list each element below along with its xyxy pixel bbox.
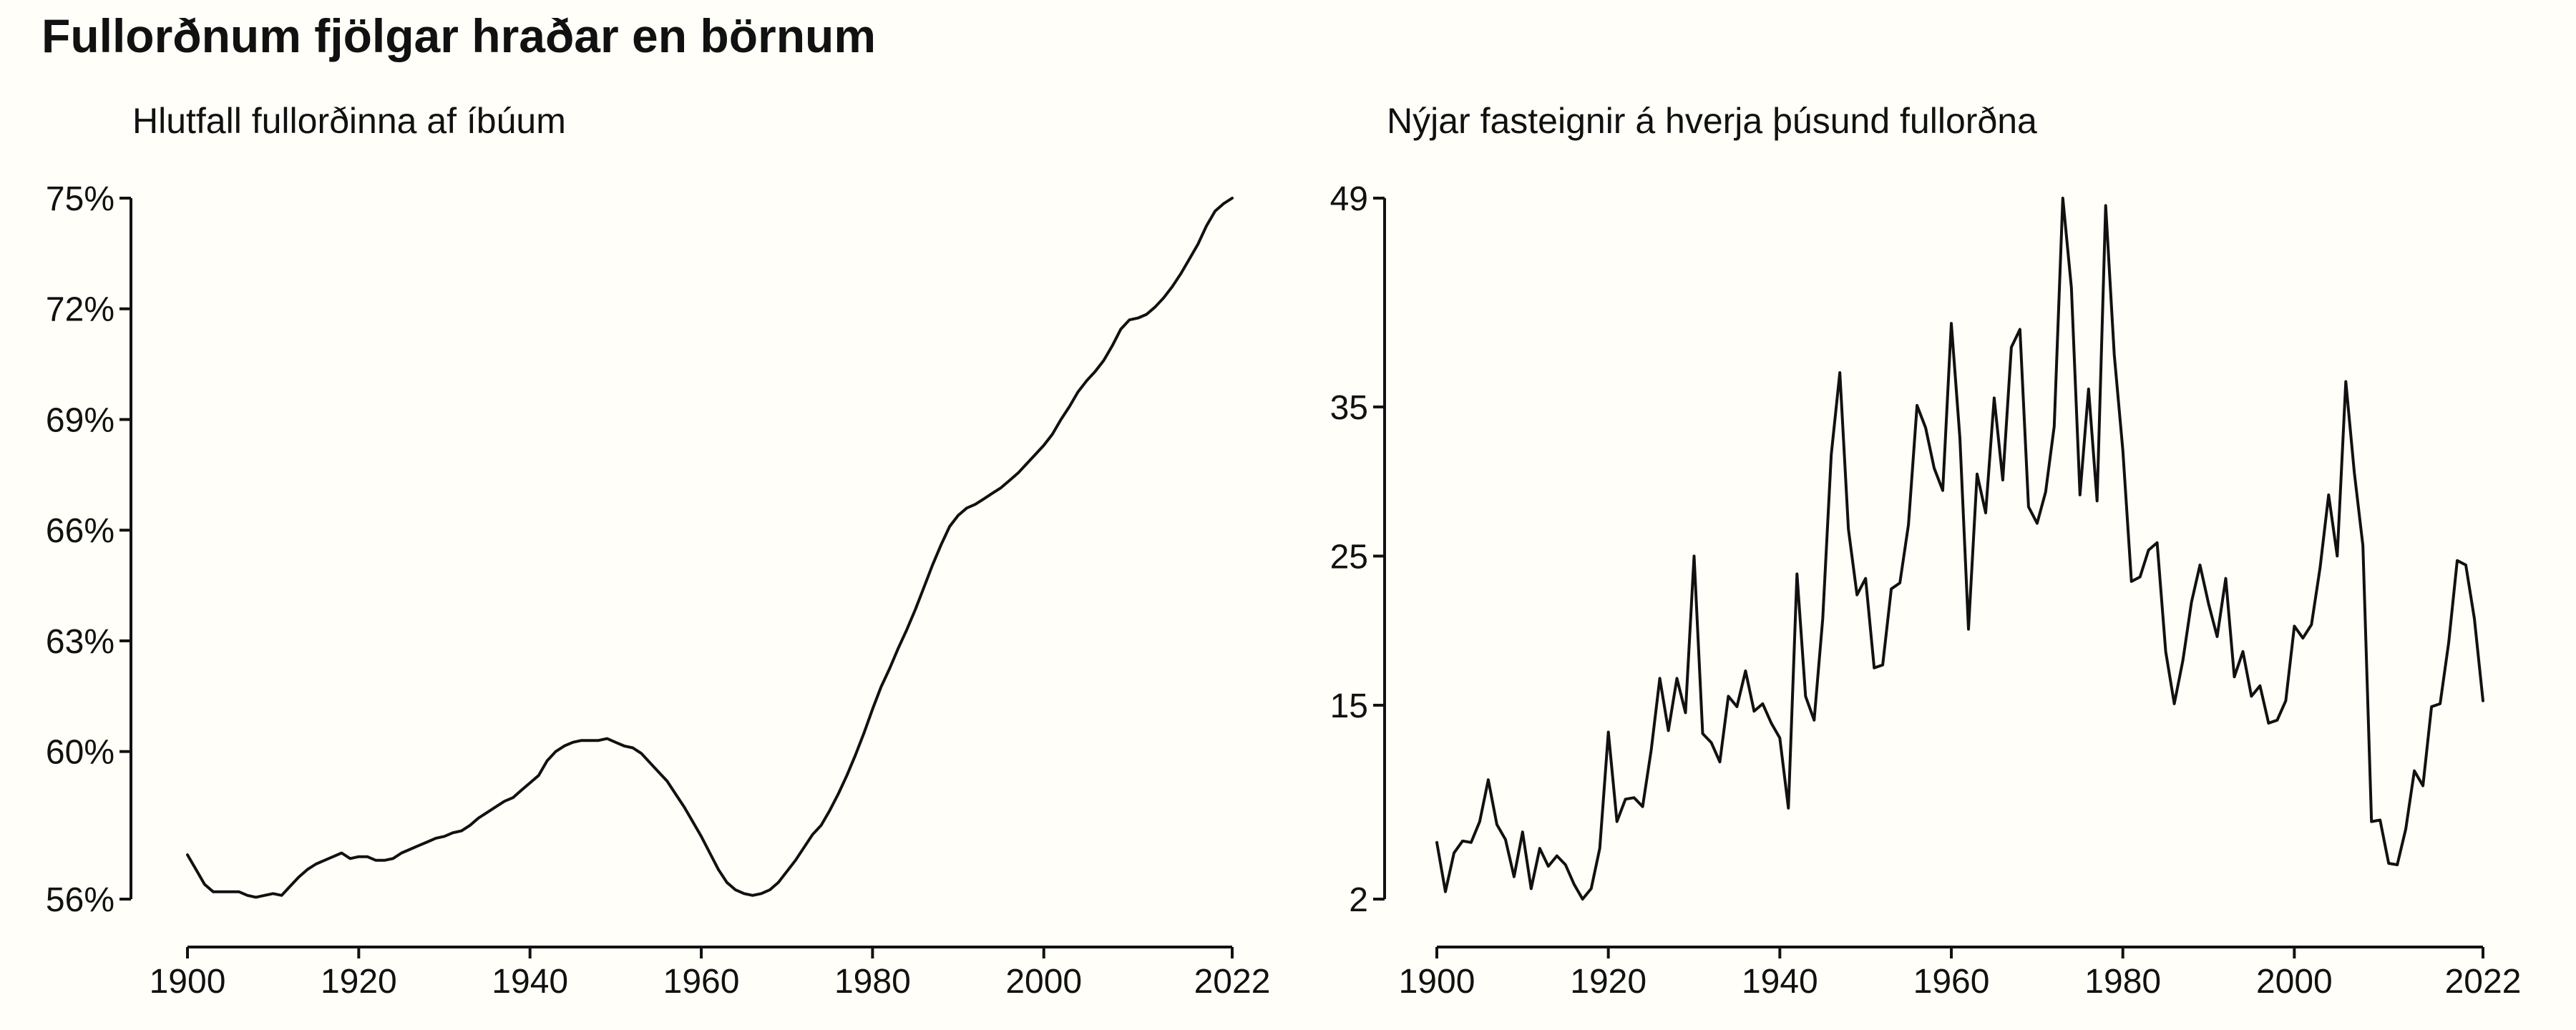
right-x-tick-label: 1940 xyxy=(1742,963,1818,1001)
right-x-tick-label: 1920 xyxy=(1570,963,1646,1001)
left-x-tick-label: 1920 xyxy=(321,963,397,1001)
left-chart-title: Hlutfall fullorðinna af íbúum xyxy=(132,101,566,141)
left-x-tick-label: 1900 xyxy=(150,963,226,1001)
right-chart-panel: Nýjar fasteignir á hverja þúsund fullorð… xyxy=(1288,0,2576,1030)
right-y-tick-label: 25 xyxy=(1330,538,1368,576)
right-x-tick-label: 1900 xyxy=(1399,963,1475,1001)
right-x-tick-label: 2022 xyxy=(2445,963,2522,1001)
left-y-tick-label: 60% xyxy=(46,734,114,772)
left-line-chart: 56% 60% 63% 66% 69% 72% 75% 1900 1920 1940 1960 198… xyxy=(46,180,1271,1001)
left-y-tick-label: 66% xyxy=(46,512,114,550)
right-series-line xyxy=(1435,197,2484,901)
left-x-tick-label: 1960 xyxy=(663,963,740,1001)
page-title: Fullorðnum fjölgar hraðar en börnum xyxy=(42,9,877,62)
left-x-tick-label: 1940 xyxy=(492,963,568,1001)
left-y-tick-label: 56% xyxy=(46,881,114,919)
left-x-tick-label: 2022 xyxy=(1194,963,1271,1001)
left-y-tick-label: 69% xyxy=(46,401,114,439)
right-y-tick-label: 35 xyxy=(1330,389,1368,427)
left-y-tick-label: 72% xyxy=(46,291,114,329)
right-y-tick-label: 49 xyxy=(1330,180,1368,218)
right-x-tick-label: 1980 xyxy=(2084,963,2161,1001)
right-chart-title: Nýjar fasteignir á hverja þúsund fullorð… xyxy=(1387,101,2037,141)
left-x-tick-label: 1980 xyxy=(834,963,911,1001)
left-x-tick-label: 2000 xyxy=(1005,963,1082,1001)
right-x-tick-label: 1960 xyxy=(1913,963,1990,1001)
left-series-line xyxy=(186,197,1234,899)
right-y-tick-label: 15 xyxy=(1330,687,1368,725)
right-y-tick-label: 2 xyxy=(1349,881,1368,919)
right-x-tick-label: 2000 xyxy=(2256,963,2333,1001)
right-line-chart: 2 15 25 35 49 1900 1920 1940 1960 1980 2000 2022 xyxy=(1330,180,2522,1001)
left-chart-panel: Hlutfall fullorðinna af íbúum 56% 60% 63% 6… xyxy=(46,101,1271,1001)
left-y-tick-label: 75% xyxy=(46,180,114,218)
left-y-tick-label: 63% xyxy=(46,623,114,661)
